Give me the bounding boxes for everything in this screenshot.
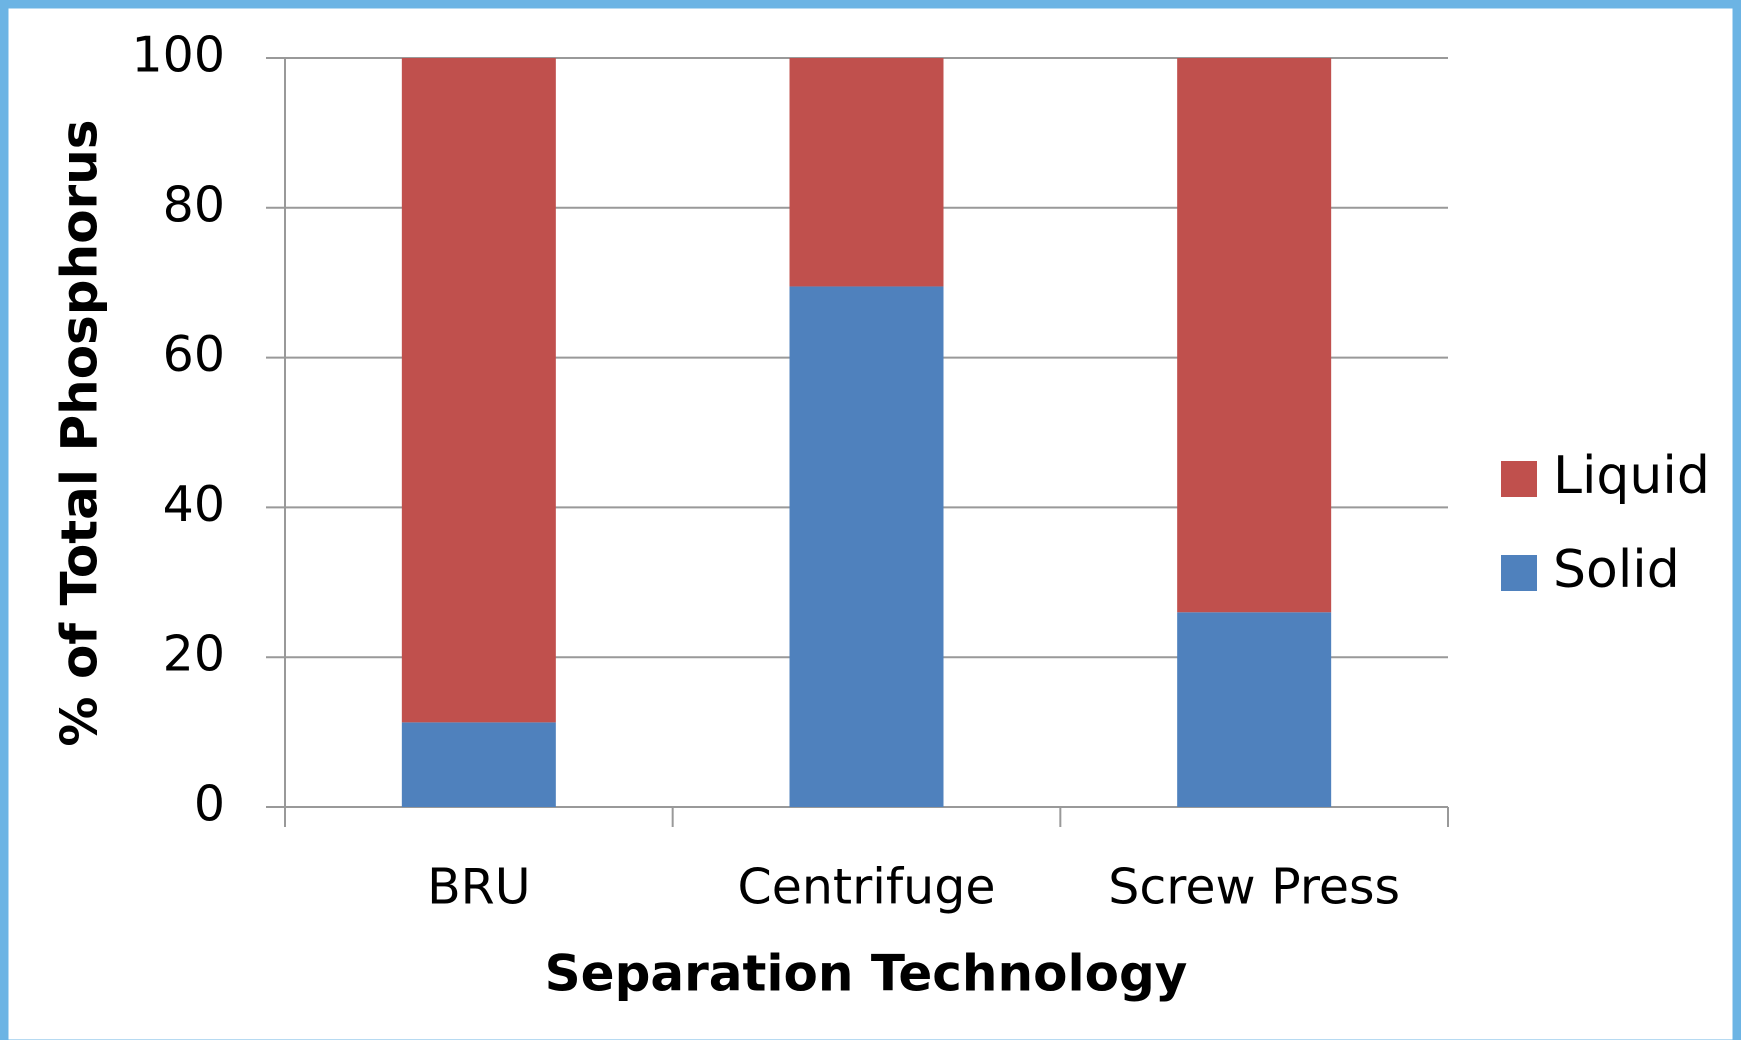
y-axis-label: % of Total Phosphorus [51, 119, 109, 746]
bar-segment [401, 722, 556, 807]
bar-segment [789, 58, 944, 287]
y-tick-label: 80 [163, 176, 225, 233]
x-tick-label: Screw Press [1108, 859, 1400, 916]
bar-segment [401, 58, 556, 723]
legend-label: Solid [1553, 540, 1680, 600]
x-tick-label: BRU [427, 859, 531, 916]
y-tick-label: 40 [163, 476, 225, 533]
y-tick-label: 20 [163, 626, 225, 683]
bar-segment [1177, 612, 1332, 807]
legend-label: Liquid [1553, 446, 1710, 506]
bar-segment [789, 286, 944, 807]
y-tick-label: 0 [194, 776, 225, 833]
bar-segment [1177, 58, 1332, 613]
x-tick-label: Centrifuge [738, 859, 996, 916]
y-tick-label: 60 [163, 326, 225, 383]
y-tick-label: 100 [131, 27, 225, 84]
x-axis-label: Separation Technology [545, 945, 1188, 1003]
legend-swatch [1501, 555, 1537, 591]
legend-swatch [1501, 461, 1537, 497]
